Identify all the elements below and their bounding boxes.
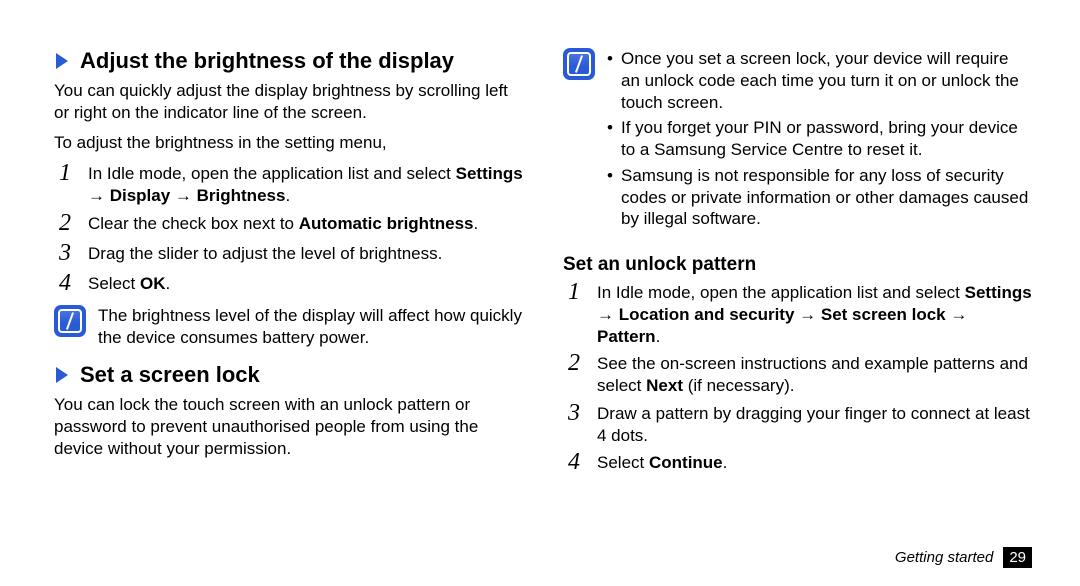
steps-unlock-pattern: 1 In Idle mode, open the application lis… — [563, 282, 1032, 476]
step-item: 3 Draw a pattern by dragging your finger… — [563, 403, 1032, 447]
step-number: 2 — [54, 211, 76, 235]
step-text: In Idle mode, open the application list … — [88, 163, 523, 207]
note-text: The brightness level of the display will… — [98, 305, 523, 349]
footer-label: Getting started — [895, 549, 993, 566]
step-number: 4 — [54, 271, 76, 295]
step-text: Clear the check box next to Automatic br… — [88, 213, 478, 235]
step-text: Select OK. — [88, 273, 170, 295]
intro-brightness-2: To adjust the brightness in the setting … — [54, 132, 523, 154]
step-text: Drag the slider to adjust the level of b… — [88, 243, 442, 265]
step-text: Draw a pattern by dragging your finger t… — [597, 403, 1032, 447]
chevron-icon — [54, 51, 70, 71]
note-bullets: Once you set a screen lock, your device … — [607, 48, 1032, 234]
section-heading-screenlock: Set a screen lock — [54, 362, 523, 388]
bullet-item: Once you set a screen lock, your device … — [607, 48, 1032, 113]
step-text: Select Continue. — [597, 452, 727, 474]
chevron-icon — [54, 365, 70, 385]
step-number: 1 — [563, 280, 585, 304]
page-number: 29 — [1003, 547, 1032, 568]
step-item: 4 Select OK. — [54, 273, 523, 297]
intro-brightness-1: You can quickly adjust the display brigh… — [54, 80, 523, 124]
intro-screenlock: You can lock the touch screen with an un… — [54, 394, 523, 459]
step-item: 1 In Idle mode, open the application lis… — [54, 163, 523, 207]
bullet-item: Samsung is not responsible for any loss … — [607, 165, 1032, 230]
right-column: Once you set a screen lock, your device … — [563, 48, 1032, 484]
step-item: 3 Drag the slider to adjust the level of… — [54, 243, 523, 267]
note-icon — [563, 48, 595, 80]
subheading-unlock-pattern: Set an unlock pattern — [563, 254, 1032, 276]
step-item: 4 Select Continue. — [563, 452, 1032, 476]
step-text: See the on-screen instructions and examp… — [597, 353, 1032, 397]
heading-screenlock: Set a screen lock — [80, 362, 260, 388]
page-columns: Adjust the brightness of the display You… — [0, 0, 1080, 484]
step-number: 1 — [54, 161, 76, 185]
bullet-item: If you forget your PIN or password, brin… — [607, 117, 1032, 161]
step-item: 1 In Idle mode, open the application lis… — [563, 282, 1032, 347]
heading-brightness: Adjust the brightness of the display — [80, 48, 454, 74]
step-number: 3 — [563, 401, 585, 425]
step-text: In Idle mode, open the application list … — [597, 282, 1032, 347]
step-number: 2 — [563, 351, 585, 375]
left-column: Adjust the brightness of the display You… — [54, 48, 523, 484]
note-screenlock: Once you set a screen lock, your device … — [563, 48, 1032, 234]
steps-brightness: 1 In Idle mode, open the application lis… — [54, 163, 523, 297]
step-number: 3 — [54, 241, 76, 265]
step-item: 2 See the on-screen instructions and exa… — [563, 353, 1032, 397]
page-footer: Getting started 29 — [895, 547, 1032, 568]
note-brightness: The brightness level of the display will… — [54, 305, 523, 349]
note-icon — [54, 305, 86, 337]
step-item: 2 Clear the check box next to Automatic … — [54, 213, 523, 237]
section-heading-brightness: Adjust the brightness of the display — [54, 48, 523, 74]
step-number: 4 — [563, 450, 585, 474]
